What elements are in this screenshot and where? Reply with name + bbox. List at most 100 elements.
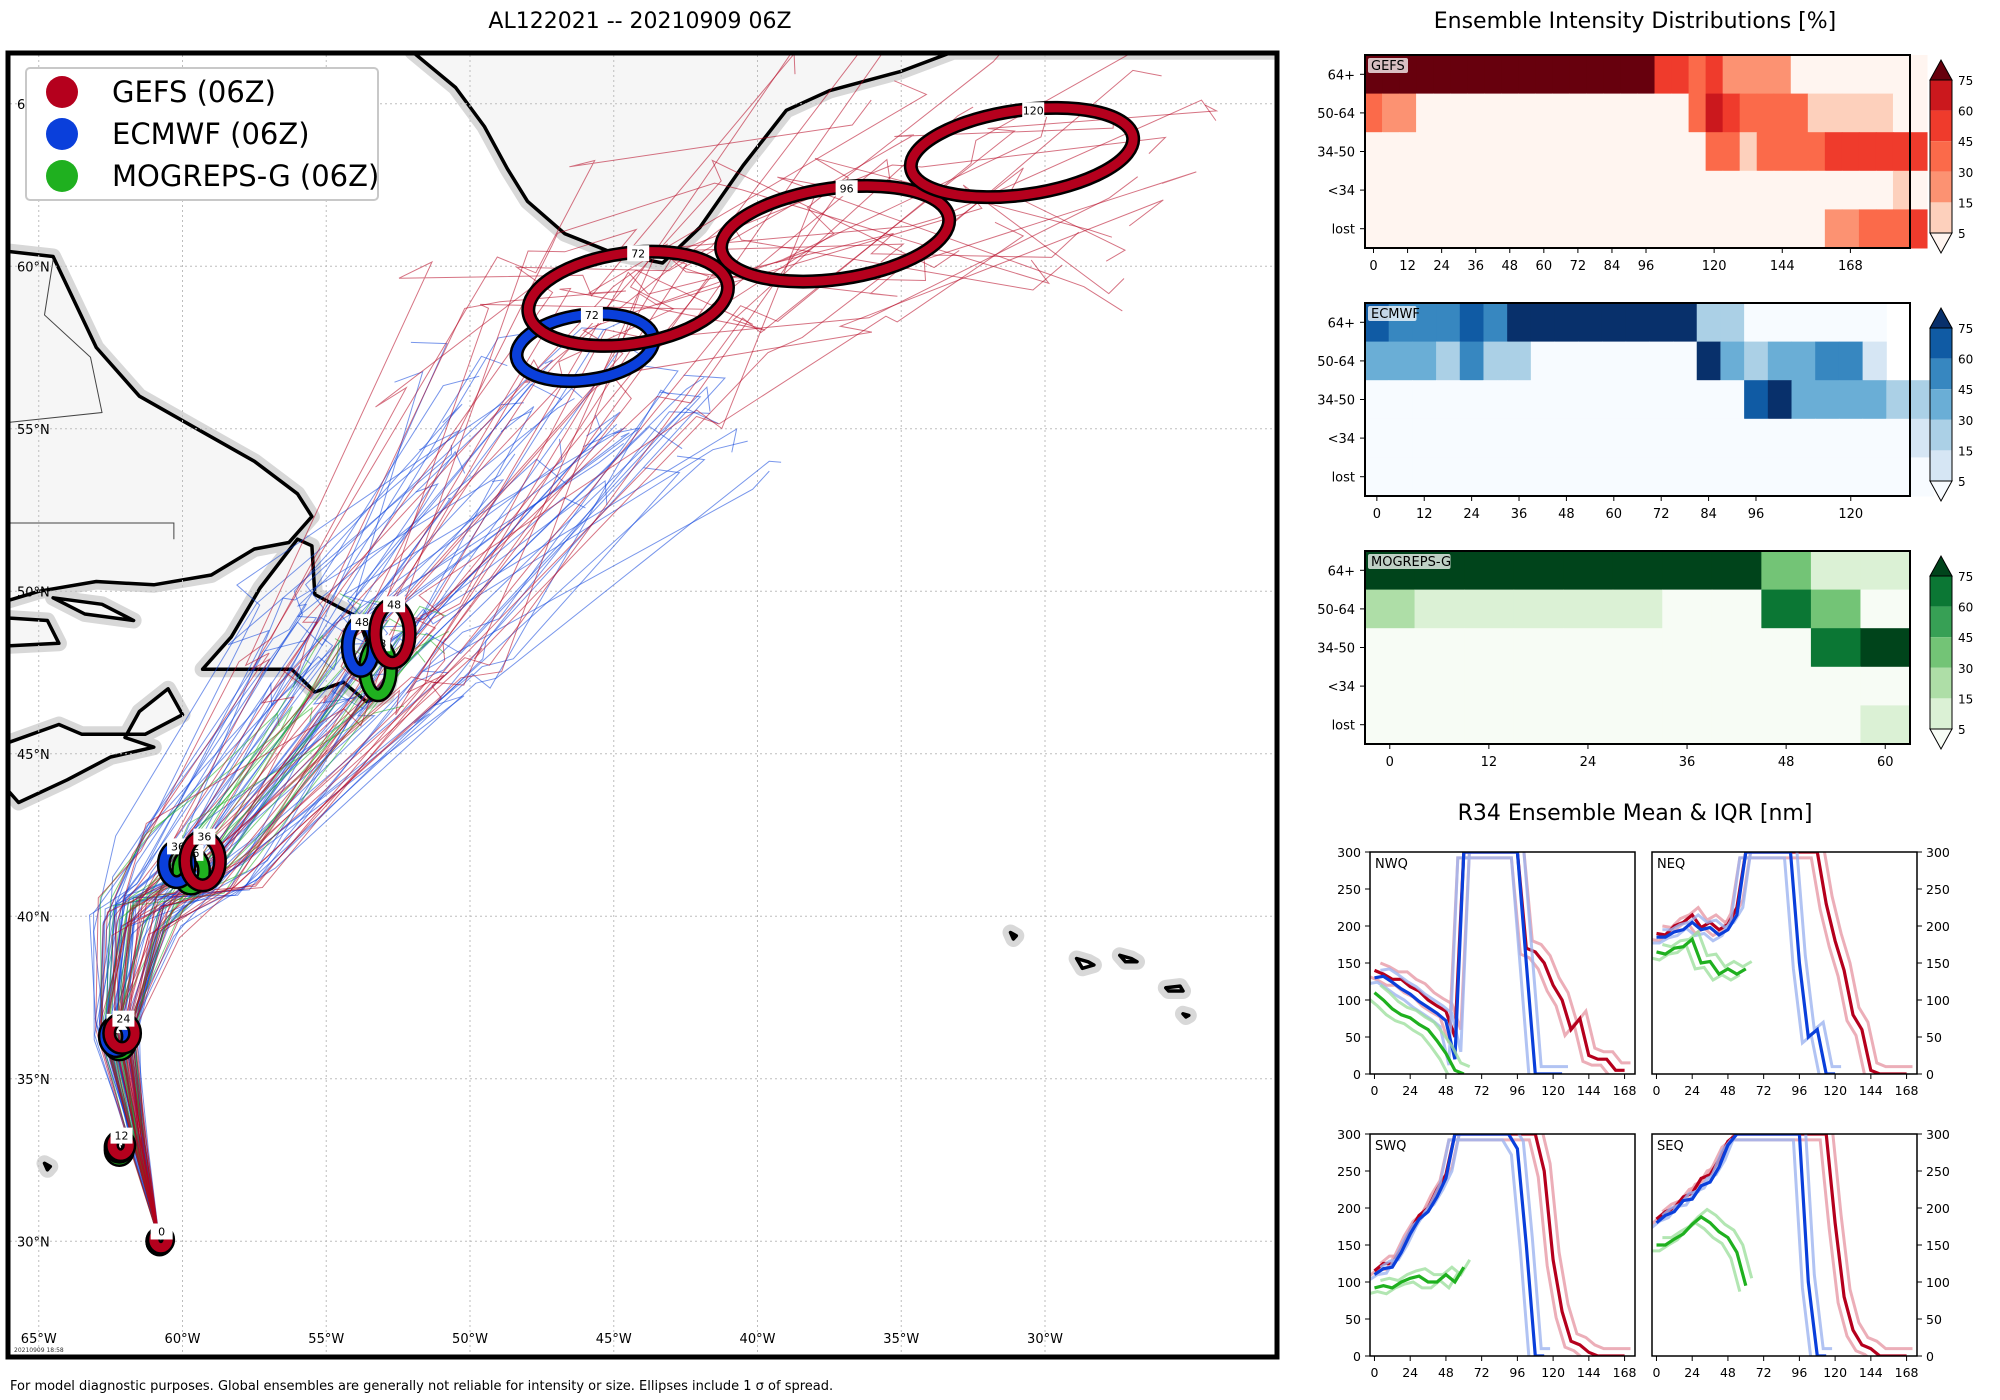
heatmap-cell [1824, 170, 1843, 210]
heatmap-tag-bg [1368, 554, 1451, 569]
heatmap-cell [1756, 132, 1775, 172]
heatmap-cell [1875, 55, 1894, 95]
heatmap-cell [1464, 589, 1515, 629]
r34-mean-mogreps [1656, 1214, 1748, 1287]
heatmap-cell [1484, 93, 1502, 133]
heatmap-cell [1467, 209, 1485, 249]
heatmap-cell [1603, 132, 1621, 172]
heatmap-cell [1815, 341, 1840, 381]
r34-mean-gefs [1655, 1134, 1907, 1356]
heatmap-cell [1637, 170, 1656, 210]
colorbar-tick-label: 60 [1958, 353, 1973, 367]
heatmap-cell [1815, 380, 1840, 420]
r34-y-label: 0 [1353, 1067, 1361, 1082]
right-title: Ensemble Intensity Distributions [%] [1434, 9, 1837, 34]
heatmap-cell [1722, 55, 1741, 95]
heatmap-cell [1688, 55, 1707, 95]
heatmap-cell [1433, 170, 1451, 210]
r34-quadrant-label: SWQ [1375, 1139, 1406, 1154]
heatmap-cell [1459, 457, 1484, 497]
r34-y-label: 150 [1337, 1238, 1361, 1253]
land-mass [42, 1161, 53, 1172]
heatmap-cell [1365, 341, 1390, 381]
heatmap-cell [1578, 418, 1603, 458]
heatmap-cell [1673, 380, 1698, 420]
heatmap-cell [1696, 380, 1721, 420]
heatmap-cell [1886, 418, 1911, 458]
heatmap-model-tag: GEFS [1371, 59, 1405, 74]
heatmap-cell [1761, 589, 1812, 629]
heatmap-cell [1654, 55, 1673, 95]
r34-x-label: 72 [1474, 1365, 1490, 1380]
heatmap-x-label: 168 [1838, 259, 1863, 274]
heatmap-cell [1399, 93, 1417, 133]
heatmap-cell [1767, 457, 1793, 497]
heatmap-cell [1578, 303, 1603, 343]
heatmap-cell [1711, 551, 1762, 591]
heatmap-mogreps: 64+ 50-64 34-50 <34 lost 0 12 24 36 48 60 MOGREPS-G… [1317, 550, 1973, 770]
heatmap-cell [1535, 55, 1553, 95]
heatmap-cell [1416, 209, 1434, 249]
r34-y-label: 150 [1926, 956, 1950, 971]
heatmap-cell [1790, 132, 1809, 172]
heatmap-cell [1554, 457, 1579, 497]
r34-mean-ecmwf [1374, 852, 1563, 1074]
heatmap-cell [1450, 209, 1468, 249]
heatmap-row-label: 34-50 [1317, 642, 1355, 657]
ellipse-gefs-120 [903, 100, 1141, 205]
heatmap-x-label: 24 [1580, 755, 1597, 770]
heatmap-cell [1744, 380, 1769, 420]
land-mass [1118, 953, 1139, 964]
heatmap-cell [1612, 551, 1663, 591]
heatmap-cell [1815, 418, 1840, 458]
r34-y-label: 50 [1926, 1030, 1942, 1045]
heatmap-cell [1612, 589, 1663, 629]
heatmap-cell [1761, 628, 1812, 668]
heatmap-model-tag: ECMWF [1371, 307, 1420, 322]
r34-x-label: 120 [1541, 1083, 1565, 1098]
heatmap-cell [1838, 380, 1864, 420]
heatmap-cell [1552, 93, 1570, 133]
heatmap-x-label: 36 [1679, 755, 1696, 770]
heatmap-cell [1507, 380, 1532, 420]
heatmap-cell [1365, 705, 1416, 745]
heatmap-cell [1513, 628, 1564, 668]
heatmap-cell [1720, 341, 1745, 381]
heatmap-cell [1414, 628, 1465, 668]
ellipse-label-bg [150, 1223, 173, 1240]
heatmap-cell [1365, 457, 1390, 497]
heatmap-cell [1720, 457, 1745, 497]
heatmap-cell [1501, 55, 1519, 95]
heatmap-cell [1756, 170, 1775, 210]
heatmap-x-label: 24 [1463, 507, 1480, 522]
r34-x-label: 168 [1613, 1083, 1637, 1098]
heatmap-cell [1382, 132, 1400, 172]
heatmap-x-label: 84 [1700, 507, 1717, 522]
lat-tick-label: 30°N [17, 1235, 50, 1250]
heatmap-cell [1892, 55, 1911, 95]
ellipse-label-bg [627, 245, 650, 262]
map-frame [5, 50, 1280, 1360]
heatmap-cell [1671, 55, 1690, 95]
r34-x-label: 144 [1859, 1365, 1883, 1380]
heatmap-cell [1382, 170, 1400, 210]
heatmap-cell [1513, 705, 1564, 745]
heatmap-cell [1620, 132, 1638, 172]
heatmap-row-label: 50-64 [1317, 355, 1355, 370]
heatmap-cell [1858, 209, 1877, 249]
heatmap-cell [1705, 132, 1724, 172]
r34-mean-ecmwf [1656, 852, 1836, 1074]
ellipse-ring [906, 103, 1138, 202]
heatmap-cell [1696, 457, 1721, 497]
heatmap-cell [1744, 418, 1769, 458]
heatmap-cell [1563, 666, 1614, 706]
r34-y-label: 50 [1345, 1030, 1361, 1045]
heatmap-cell [1603, 93, 1621, 133]
heatmap-cell [1433, 93, 1451, 133]
heatmap-cell [1858, 132, 1877, 172]
track-gefs [99, 55, 858, 1242]
colorbar-segment [1930, 358, 1952, 390]
heatmap-cell [1637, 209, 1656, 249]
heatmap-cell [1720, 418, 1745, 458]
colorbar-segment [1930, 202, 1952, 233]
